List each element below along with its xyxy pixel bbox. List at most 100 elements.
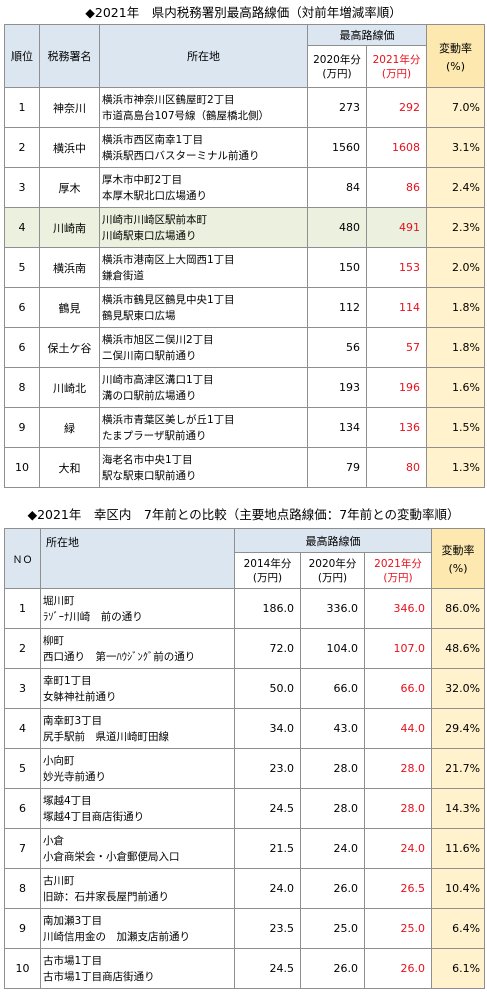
value-2021-cell: 66.0: [363, 668, 433, 709]
address-cell: 幸町1丁目 女躰神社前通り: [40, 668, 235, 709]
rate-cell: 1.3%: [426, 447, 485, 488]
value-2021-cell: 153: [366, 247, 427, 288]
value-2020-cell: 28.0: [300, 788, 365, 829]
address-line-2: 鶴見駅東口広場: [102, 309, 176, 322]
value-2020-cell: 104.0: [300, 628, 365, 669]
address-cell: 川崎市高津区溝口1丁目 溝の口駅前広場通り: [99, 367, 308, 408]
header-2021-unit: (万円): [381, 67, 412, 80]
value-2021-cell: 26.0: [363, 948, 433, 989]
table-row: 6 保土ケ谷 横浜市旭区二俣川2丁目 二俣川南口駅前通り 56 57 1.8%: [4, 327, 485, 368]
header-rate-unit: (%): [448, 562, 468, 575]
address-line-2: 古市場1丁目商店街通り: [43, 970, 155, 983]
value-2020-cell: 28.0: [300, 748, 365, 789]
header-2021: 2021年分 (万円): [363, 552, 433, 589]
address-cell: 厚木市中町2丁目 本厚木駅北口広場通り: [99, 167, 308, 208]
table2-title: ◆2021年 幸区内 7年前との比較（主要地点路線価：7年前との変動率順）: [27, 507, 460, 522]
table-row: 9 緑横浜市青葉区美しが丘1丁目 たまプラーザ駅前通り 134 136 1.5%: [4, 407, 485, 448]
address-cell: 堀川町 ﾗｿﾞｰﾅ川崎 前の通り: [40, 588, 235, 629]
address-cell: 横浜市神奈川区鶴屋町2丁目 市道高島台107号線（鶴屋橋北側）: [99, 87, 308, 128]
no-cell: 8: [4, 868, 41, 909]
header-no: ＮＯ: [4, 528, 41, 589]
address-line-2: 二俣川南口駅前通り: [102, 349, 197, 362]
address-line-2: 横浜駅西口バスターミナル前通り: [102, 149, 260, 162]
address-cell: 塚越4丁目塚越4丁目商店街通り: [40, 788, 235, 829]
no-cell: 7: [4, 828, 41, 869]
address-line-2: 尻手駅前 県道川崎町田線: [43, 730, 169, 743]
table-row: 2 柳町 西口通り 第一ﾊｳｼﾞﾝｸﾞ前の通り 72.0 104.0 107.0 48.6%: [4, 628, 486, 669]
tax-office-table: 順位 税務署名 所在地 最高路線価 変動率 (%) 2020年分 (万円) 20…: [4, 24, 485, 488]
header-2020: 2020年分 (万円): [307, 45, 367, 88]
rate-cell: 3.1%: [426, 127, 485, 168]
value-2021-cell: 196: [366, 367, 427, 408]
address-line-1: 横浜市鶴見区鶴見中央1丁目: [102, 293, 235, 306]
no-cell: 5: [4, 748, 41, 789]
rank-cell: 6: [4, 287, 40, 328]
value-2021-cell: 1608: [366, 127, 427, 168]
table-row: 5 小向町 妙光寺前通り 23.0 28.0 28.0 21.7%: [4, 748, 486, 789]
value-2020-cell: 112: [307, 287, 367, 328]
value-2020-cell: 150: [307, 247, 367, 288]
address-line-2: 駅な駅東口駅前通り: [102, 469, 197, 482]
rate-cell: 86.0%: [431, 588, 486, 629]
value-2021-cell: 44.0: [363, 708, 433, 749]
value-2020-cell: 26.0: [300, 948, 365, 989]
address-cell: 横浜市青葉区美しが丘1丁目 たまプラーザ駅前通り: [99, 407, 308, 448]
rate-cell: 6.1%: [431, 948, 486, 989]
value-2020-cell: 84: [307, 167, 367, 208]
rate-cell: 7.0%: [426, 87, 485, 128]
office-cell: 大和: [39, 447, 100, 488]
value-2014-cell: 24.5: [234, 788, 301, 829]
address-line-1: 小向町: [43, 754, 75, 767]
value-2021-cell: 24.0: [363, 828, 433, 869]
rate-cell: 1.6%: [426, 367, 485, 408]
header-2014-unit: (万円): [252, 571, 283, 584]
header-max-price: 最高路線価: [233, 528, 433, 553]
address-cell: 小倉 小倉商栄会・小倉郵便局入口: [40, 828, 235, 869]
address-cell: 海老名市中央1丁目 駅な駅東口駅前通り: [99, 447, 308, 488]
value-2021-cell: 28.0: [363, 788, 433, 829]
header-2021-unit: (万円): [383, 571, 413, 584]
address-line-2: 川崎信用金の 加瀬支店前通り: [43, 930, 190, 943]
header-location: 所在地: [99, 24, 308, 88]
rate-cell: 1.5%: [426, 407, 485, 448]
address-cell: 南幸町3丁目 尻手駅前 県道川崎町田線: [40, 708, 235, 749]
address-line-1: 古市場1丁目: [43, 954, 103, 967]
address-line-2: 塚越4丁目商店街通り: [43, 810, 145, 823]
value-2020-cell: 24.0: [300, 828, 365, 869]
address-line-2: 旧跡：石井家長屋門前通り: [43, 890, 169, 903]
table-row: 3 厚木 厚木市中町2丁目 本厚木駅北口広場通り 84 86 2.4%: [4, 167, 485, 208]
office-cell: 横浜南: [39, 247, 100, 288]
address-cell: 横浜市旭区二俣川2丁目 二俣川南口駅前通り: [99, 327, 308, 368]
address-cell: 横浜市鶴見区鶴見中央1丁目 鶴見駅東口広場: [99, 287, 308, 328]
rate-cell: 1.8%: [426, 287, 485, 328]
address-line-1: 川崎市川崎区駅前本町: [102, 213, 207, 226]
no-cell: 10: [4, 948, 41, 989]
office-cell: 緑: [39, 407, 100, 448]
address-line-1: 海老名市中央1丁目: [102, 453, 193, 466]
rank-cell: 4: [4, 207, 40, 248]
value-2014-cell: 24.0: [234, 868, 301, 909]
table-row: 1 堀川町 ﾗｿﾞｰﾅ川崎 前の通り 186.0 336.0 346.0 86.0%: [4, 588, 486, 629]
table-row: 10 大和 海老名市中央1丁目 駅な駅東口駅前通り 79 80 1.3%: [4, 447, 485, 488]
value-2020-cell: 273: [307, 87, 367, 128]
header-rate: 変動率 (%): [431, 528, 486, 589]
header-rate: 変動率 (%): [426, 24, 485, 88]
value-2021-cell: 136: [366, 407, 427, 448]
address-cell: 横浜市港南区上大岡西1丁目 鎌倉街道: [99, 247, 308, 288]
value-2020-cell: 336.0: [300, 588, 365, 629]
address-cell: 川崎市川崎区駅前本町 川崎駅東口広場通り: [99, 207, 308, 248]
address-line-2: 西口通り 第一ﾊｳｼﾞﾝｸﾞ前の通り: [43, 650, 196, 663]
rate-cell: 6.4%: [431, 908, 486, 949]
header-rate-label: 変動率: [439, 41, 472, 55]
rate-cell: 2.4%: [426, 167, 485, 208]
value-2021-cell: 57: [366, 327, 427, 368]
address-line-2: 妙光寺前通り: [43, 770, 106, 783]
value-2020-cell: 193: [307, 367, 367, 408]
address-line-1: 塚越4丁目: [43, 794, 92, 807]
value-2021-cell: 491: [366, 207, 427, 248]
header-rate-unit: (%): [445, 59, 466, 73]
value-2021-cell: 292: [366, 87, 427, 128]
header-location: 所在地: [40, 528, 235, 589]
header-max-price: 最高路線価: [307, 24, 427, 46]
rate-cell: 29.4%: [431, 708, 486, 749]
